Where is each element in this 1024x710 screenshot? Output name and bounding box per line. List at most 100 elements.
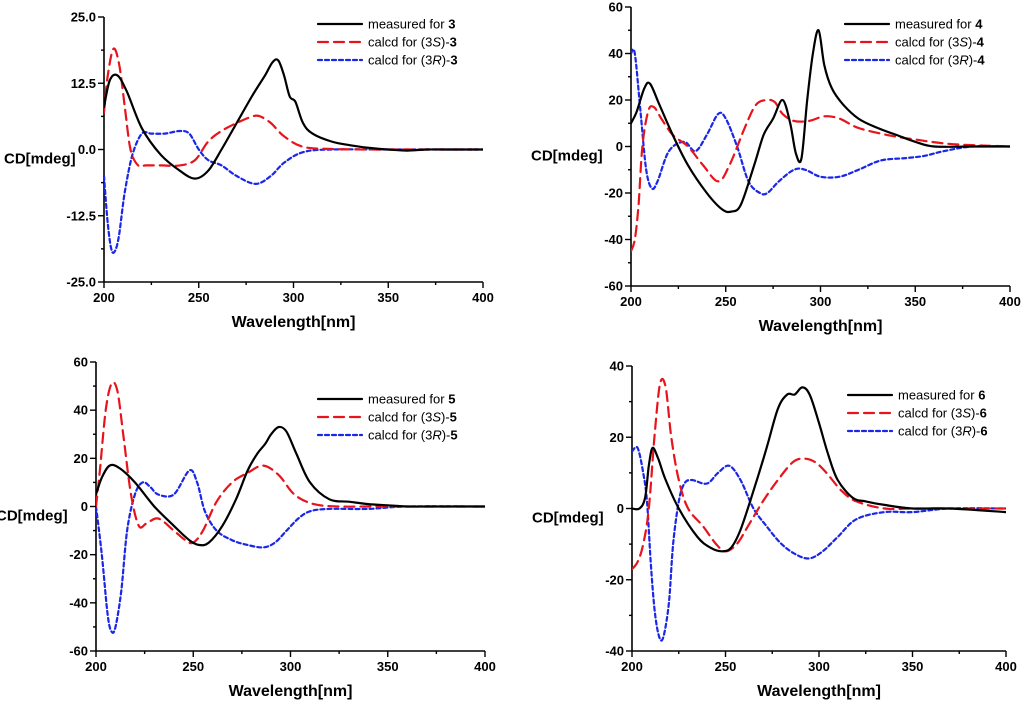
x-axis-label: Wavelength[nm] xyxy=(232,314,356,331)
y-tick-label: 40 xyxy=(610,359,624,374)
x-tick-label: 350 xyxy=(904,294,926,309)
legend-entry: calcd for (3S)-5 xyxy=(368,410,457,425)
legend-text-prefix: calcd for (3 xyxy=(368,35,432,50)
legend-entry: calcd for (3R)-6 xyxy=(898,424,988,439)
legend-text-prefix: measured for xyxy=(895,17,975,32)
legend-entry: calcd for (3R)-3 xyxy=(368,53,458,68)
series-line-measured xyxy=(96,425,485,547)
y-tick-label: 60 xyxy=(609,0,623,15)
legend-text-prefix: measured for xyxy=(368,17,448,32)
y-tick-label: -20 xyxy=(605,572,624,587)
x-tick-label: 250 xyxy=(188,290,210,305)
series-line-measured xyxy=(104,58,483,180)
legend-text-compound: 3 xyxy=(448,17,455,32)
legend-text-prefix: measured for xyxy=(898,388,978,403)
legend-entry: measured for 3 xyxy=(368,17,455,32)
y-tick-label: -60 xyxy=(69,644,88,659)
legend-text-mid: )- xyxy=(969,53,978,68)
cd-chart-2: -60 -40 -20 0 20 40 60 200 250 300 350 400 CD[mdeg] W… xyxy=(531,0,1021,335)
y-tick-label: -60 xyxy=(604,279,623,294)
legend-text-mid: )- xyxy=(442,53,451,68)
series-line-calcd-3R xyxy=(104,129,483,254)
legend-text-compound: 4 xyxy=(977,53,985,68)
legend-text-prefix: measured for xyxy=(368,392,448,407)
y-tick-label: 20 xyxy=(610,430,624,445)
x-axis-label: Wavelength[nm] xyxy=(229,683,353,700)
legend-text-compound: 6 xyxy=(980,424,987,439)
legend-text-compound: 4 xyxy=(977,35,985,50)
y-tick-label: 25.0 xyxy=(71,10,96,25)
series-line-calcd-3R xyxy=(632,445,1006,642)
x-axis-label: Wavelength[nm] xyxy=(757,683,881,700)
y-tick-label: 40 xyxy=(609,46,623,61)
legend-text-mid: )- xyxy=(968,35,977,50)
legend-text-compound: 6 xyxy=(978,388,985,403)
series-line-calcd-3S xyxy=(96,381,485,545)
y-tick-label: -40 xyxy=(69,595,88,610)
x-tick-label: 300 xyxy=(280,659,302,674)
legend-text-mid: )- xyxy=(971,406,980,421)
legend-text-prefix: calcd for (3 xyxy=(895,35,959,50)
x-tick-label: 200 xyxy=(85,659,107,674)
legend-text-mid: )- xyxy=(441,410,450,425)
legend-text-compound: 5 xyxy=(450,410,457,425)
series-line-measured xyxy=(631,29,1010,214)
legend-entry: calcd for (3S)-6 xyxy=(898,406,987,421)
legend-text-prefix: calcd for (3 xyxy=(898,424,962,439)
legend-text-prefix: calcd for (3 xyxy=(368,410,432,425)
legend-text-mid: )- xyxy=(442,428,451,443)
x-tick-label: 350 xyxy=(377,659,399,674)
y-tick-label: 40 xyxy=(74,403,88,418)
series-line-measured xyxy=(632,386,1006,553)
y-tick-label: 20 xyxy=(609,93,623,108)
series-line-calcd-3S xyxy=(631,98,1010,253)
legend-text-prefix: calcd for (3 xyxy=(895,53,959,68)
y-tick-label: -12.5 xyxy=(66,208,96,223)
cd-chart-3: -60 -40 -20 0 20 40 60 200 250 300 350 400 CD[mdeg] W… xyxy=(0,355,496,701)
legend-text-italic: S xyxy=(432,35,441,50)
x-tick-label: 350 xyxy=(902,659,924,674)
y-tick-label: 60 xyxy=(74,355,88,370)
legend-text-italic: R xyxy=(962,424,971,439)
series-line-calcd-3R xyxy=(96,468,485,634)
y-tick-label: -25.0 xyxy=(66,275,96,290)
legend-text-italic: R xyxy=(959,53,968,68)
legend: measured for 3 calcd for (3S)- 3 calcd for … xyxy=(316,17,458,68)
legend-text-italic: S xyxy=(432,410,441,425)
cd-chart-1: -25.0 -12.5 0.0 12.5 25.0 200 250 300 350 400 CD[m… xyxy=(4,10,494,332)
x-tick-label: 400 xyxy=(472,290,494,305)
legend-text-compound: 5 xyxy=(450,428,457,443)
y-tick-label: 20 xyxy=(74,451,88,466)
legend-entry: measured for 4 xyxy=(895,17,983,32)
x-tick-label: 200 xyxy=(620,294,642,309)
y-axis-label: CD[mdeg] xyxy=(0,508,68,525)
series-line-calcd-3R xyxy=(631,48,1010,196)
legend-text-prefix: calcd for (3 xyxy=(368,53,432,68)
series-line-calcd-3S xyxy=(632,377,1006,571)
y-tick-label: 0 xyxy=(616,139,623,154)
legend-text-mid: )- xyxy=(441,35,450,50)
legend-text-italic: S xyxy=(959,35,968,50)
x-tick-label: 200 xyxy=(621,659,643,674)
x-tick-label: 200 xyxy=(93,290,115,305)
legend-text-mid: )- xyxy=(972,424,981,439)
x-tick-label: 300 xyxy=(810,294,832,309)
y-tick-label: -40 xyxy=(604,232,623,247)
x-tick-label: 250 xyxy=(715,294,737,309)
legend-entry: calcd for (3R)-4 xyxy=(895,53,985,68)
legend-text-compound: 5 xyxy=(448,392,455,407)
y-tick-label: -40 xyxy=(605,644,624,659)
x-tick-label: 250 xyxy=(182,659,204,674)
legend-text-compound: 6 xyxy=(980,406,987,421)
y-axis-label: CD[mdeg] xyxy=(4,151,76,168)
legend-text-italic: R xyxy=(432,53,441,68)
legend-text-italic: S xyxy=(962,406,971,421)
x-tick-label: 400 xyxy=(999,294,1021,309)
cd-chart-4: -40 -20 0 20 40 200 250 300 350 400 CD[mdeg] Wavele… xyxy=(532,359,1017,701)
legend-text-prefix: calcd for (3 xyxy=(898,406,962,421)
x-tick-label: 400 xyxy=(474,659,496,674)
y-tick-label: -20 xyxy=(69,547,88,562)
x-tick-label: 300 xyxy=(808,659,830,674)
